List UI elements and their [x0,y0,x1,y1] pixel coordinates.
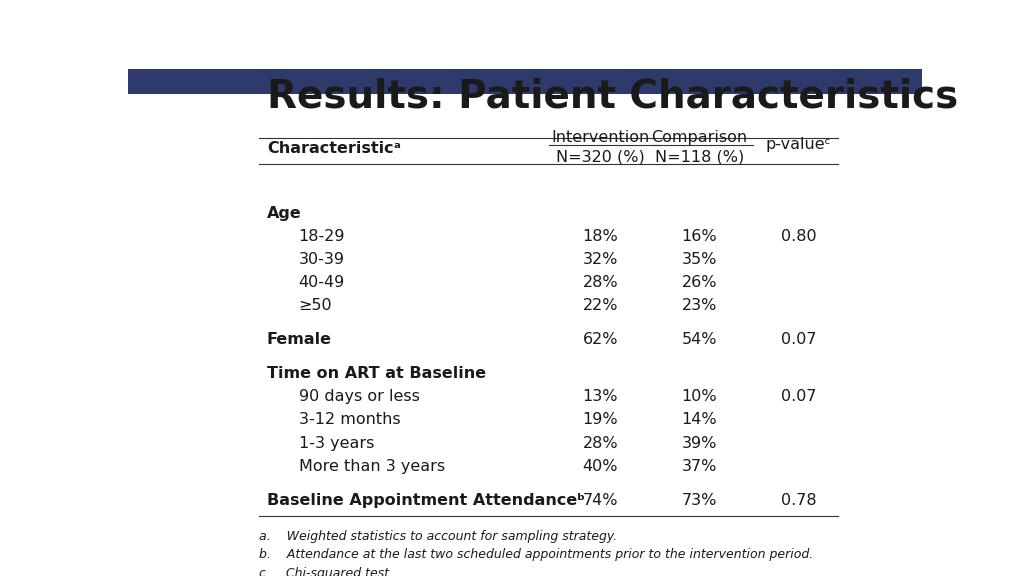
Text: 1-3 years: 1-3 years [299,435,374,450]
Text: Time on ART at Baseline: Time on ART at Baseline [267,366,486,381]
Text: 3-12 months: 3-12 months [299,412,400,427]
Text: 23%: 23% [682,298,717,313]
Text: 62%: 62% [583,332,617,347]
Text: 14%: 14% [682,412,717,427]
Text: 35%: 35% [682,252,717,267]
Text: 54%: 54% [682,332,717,347]
Text: 18%: 18% [583,229,618,244]
Text: Baseline Appointment Attendanceᵇ: Baseline Appointment Attendanceᵇ [267,492,585,507]
Text: p-valueᶜ: p-valueᶜ [766,137,831,152]
Text: Age: Age [267,206,302,221]
Text: More than 3 years: More than 3 years [299,458,444,473]
Text: 19%: 19% [583,412,618,427]
FancyBboxPatch shape [128,69,922,93]
Text: 37%: 37% [682,458,717,473]
Text: 22%: 22% [583,298,617,313]
Text: 74%: 74% [583,492,617,507]
Text: Characteristicᵃ: Characteristicᵃ [267,142,400,157]
Text: 90 days or less: 90 days or less [299,389,420,404]
Text: 0.78: 0.78 [780,492,816,507]
Text: 16%: 16% [682,229,717,244]
Text: Results: Patient Characteristics: Results: Patient Characteristics [267,78,958,116]
Text: b.    Attendance at the last two scheduled appointments prior to the interventio: b. Attendance at the last two scheduled … [259,548,813,561]
Text: 28%: 28% [583,435,618,450]
Text: N=320 (%): N=320 (%) [556,149,644,164]
Text: Comparison: Comparison [651,130,748,145]
Text: c.    Chi-squared test.: c. Chi-squared test. [259,567,393,576]
Text: Intervention: Intervention [551,130,649,145]
Text: 28%: 28% [583,275,618,290]
Text: 26%: 26% [682,275,717,290]
Text: 13%: 13% [583,389,617,404]
Text: a.    Weighted statistics to account for sampling strategy.: a. Weighted statistics to account for sa… [259,530,617,543]
Text: 30-39: 30-39 [299,252,345,267]
Text: 0.07: 0.07 [781,332,816,347]
Text: 32%: 32% [583,252,617,267]
Text: 40%: 40% [583,458,617,473]
Text: 40-49: 40-49 [299,275,345,290]
Text: ≥50: ≥50 [299,298,332,313]
Text: 18-29: 18-29 [299,229,345,244]
Text: 10%: 10% [682,389,717,404]
Text: N=118 (%): N=118 (%) [654,149,744,164]
Text: 0.07: 0.07 [781,389,816,404]
Text: 39%: 39% [682,435,717,450]
Text: 0.80: 0.80 [780,229,816,244]
Text: Female: Female [267,332,332,347]
Text: 73%: 73% [682,492,717,507]
